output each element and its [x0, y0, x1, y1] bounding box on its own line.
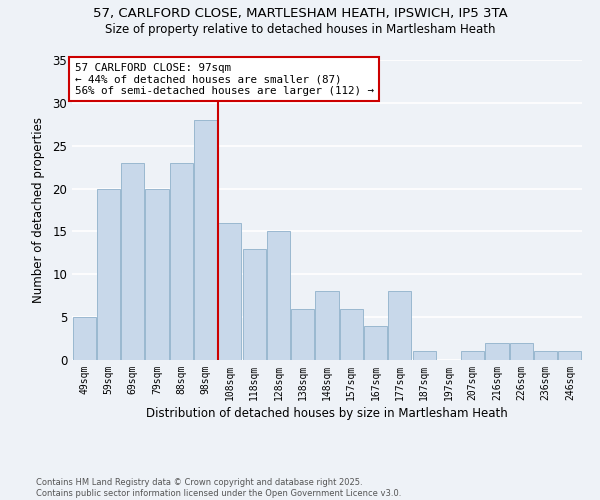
Bar — [145, 188, 169, 360]
Bar — [534, 352, 557, 360]
Bar — [73, 317, 95, 360]
Bar — [340, 308, 363, 360]
Bar — [170, 163, 193, 360]
Bar — [364, 326, 387, 360]
Bar — [121, 163, 144, 360]
Text: 57, CARLFORD CLOSE, MARTLESHAM HEATH, IPSWICH, IP5 3TA: 57, CARLFORD CLOSE, MARTLESHAM HEATH, IP… — [92, 8, 508, 20]
Y-axis label: Number of detached properties: Number of detached properties — [32, 117, 46, 303]
Bar — [267, 232, 290, 360]
Bar — [97, 188, 120, 360]
Text: Size of property relative to detached houses in Martlesham Heath: Size of property relative to detached ho… — [105, 22, 495, 36]
Bar — [413, 352, 436, 360]
Bar — [559, 352, 581, 360]
Text: Contains HM Land Registry data © Crown copyright and database right 2025.
Contai: Contains HM Land Registry data © Crown c… — [36, 478, 401, 498]
X-axis label: Distribution of detached houses by size in Martlesham Heath: Distribution of detached houses by size … — [146, 407, 508, 420]
Bar — [388, 292, 412, 360]
Bar — [485, 343, 509, 360]
Bar — [291, 308, 314, 360]
Text: 57 CARLFORD CLOSE: 97sqm
← 44% of detached houses are smaller (87)
56% of semi-d: 57 CARLFORD CLOSE: 97sqm ← 44% of detach… — [75, 63, 374, 96]
Bar — [218, 223, 241, 360]
Bar — [461, 352, 484, 360]
Bar — [194, 120, 217, 360]
Bar — [316, 292, 338, 360]
Bar — [510, 343, 533, 360]
Bar — [242, 248, 266, 360]
